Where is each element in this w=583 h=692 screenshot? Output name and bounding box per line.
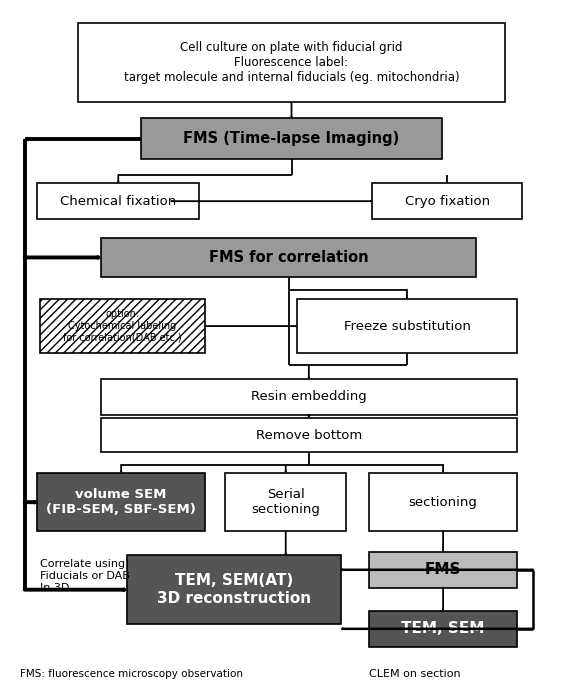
Text: sectioning: sectioning	[409, 495, 477, 509]
Text: Freeze substitution: Freeze substitution	[343, 320, 470, 333]
FancyBboxPatch shape	[141, 118, 442, 159]
Text: FMS: FMS	[425, 563, 461, 577]
FancyBboxPatch shape	[40, 300, 205, 353]
Text: TEM, SEM(AT)
3D reconstruction: TEM, SEM(AT) 3D reconstruction	[157, 574, 311, 606]
Text: FMS (Time-lapse Imaging): FMS (Time-lapse Imaging)	[184, 131, 399, 146]
FancyBboxPatch shape	[370, 552, 517, 588]
Text: Cryo fixation: Cryo fixation	[405, 194, 490, 208]
Text: CLEM on section: CLEM on section	[370, 669, 461, 679]
Text: option:
Cytochemical labeling
for correlation(DAB etc.): option: Cytochemical labeling for correl…	[64, 309, 182, 343]
FancyBboxPatch shape	[370, 611, 517, 646]
Text: Serial
sectioning: Serial sectioning	[251, 488, 320, 516]
Text: FMS for correlation: FMS for correlation	[209, 250, 368, 265]
Text: Remove bottom: Remove bottom	[256, 429, 362, 441]
Text: volume SEM
(FIB-SEM, SBF-SEM): volume SEM (FIB-SEM, SBF-SEM)	[46, 488, 196, 516]
FancyBboxPatch shape	[78, 24, 505, 102]
FancyBboxPatch shape	[101, 418, 517, 453]
FancyBboxPatch shape	[373, 183, 522, 219]
FancyBboxPatch shape	[370, 473, 517, 531]
FancyBboxPatch shape	[37, 183, 199, 219]
FancyBboxPatch shape	[297, 300, 517, 353]
Text: TEM, SEM: TEM, SEM	[401, 621, 485, 637]
FancyBboxPatch shape	[127, 556, 340, 624]
FancyBboxPatch shape	[101, 237, 476, 277]
Text: Cell culture on plate with fiducial grid
Fluorescence label:
target molecule and: Cell culture on plate with fiducial grid…	[124, 42, 459, 84]
Text: Chemical fixation: Chemical fixation	[60, 194, 177, 208]
Text: FMS: fluorescence microscopy observation: FMS: fluorescence microscopy observation	[20, 669, 243, 679]
FancyBboxPatch shape	[225, 473, 346, 531]
Text: Resin embedding: Resin embedding	[251, 390, 367, 403]
FancyBboxPatch shape	[101, 379, 517, 415]
FancyBboxPatch shape	[37, 473, 205, 531]
Text: Correlate using
Fiducials or DAB
In 3D: Correlate using Fiducials or DAB In 3D	[40, 559, 130, 592]
